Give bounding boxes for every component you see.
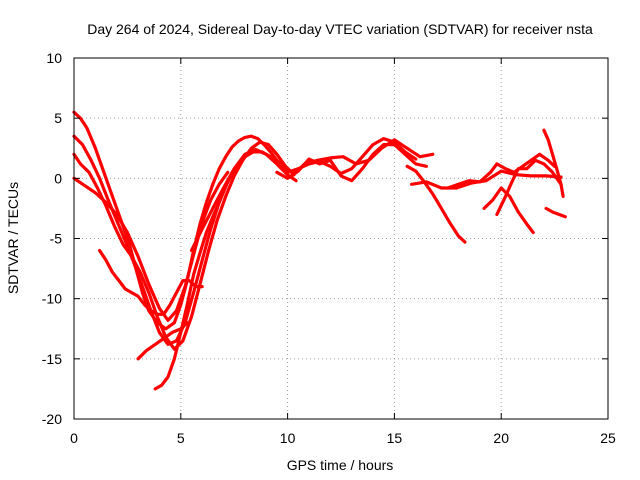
y-tick-label: -5 [50,231,63,247]
series-arc10 [290,138,435,178]
axis-ticks: 0 5 10 15 20 25 -20 -15 -10 -5 0 5 10 [42,50,616,446]
y-axis-label: SDTVAR / TECUs [5,182,21,294]
x-tick-label: 0 [70,430,78,446]
chart-title: Day 264 of 2024, Sidereal Day-to-day VTE… [87,21,593,37]
x-tick-label: 15 [387,430,403,446]
y-tick-label: -10 [42,291,62,307]
series-arc13 [446,152,557,190]
series-arc17 [544,206,567,219]
series-arc7 [153,180,230,391]
x-tick-label: 20 [493,430,509,446]
series-arc14 [482,186,535,235]
y-tick-label: 5 [54,110,62,126]
y-tick-label: -15 [42,351,62,367]
x-tick-label: 5 [177,430,185,446]
series-arc5 [98,248,204,316]
series-arc12 [409,169,563,190]
y-tick-label: 10 [46,50,62,66]
grid [74,58,608,419]
data-series [72,110,567,391]
x-axis-label: GPS time / hours [287,457,394,473]
series-arc16 [542,128,565,198]
series-arc15 [495,158,563,216]
y-tick-label: -20 [42,411,62,427]
x-tick-label: 10 [280,430,296,446]
series-arc11 [405,164,467,244]
y-tick-label: 0 [54,170,62,186]
series-arc3 [72,140,296,351]
x-tick-label: 25 [600,430,616,446]
